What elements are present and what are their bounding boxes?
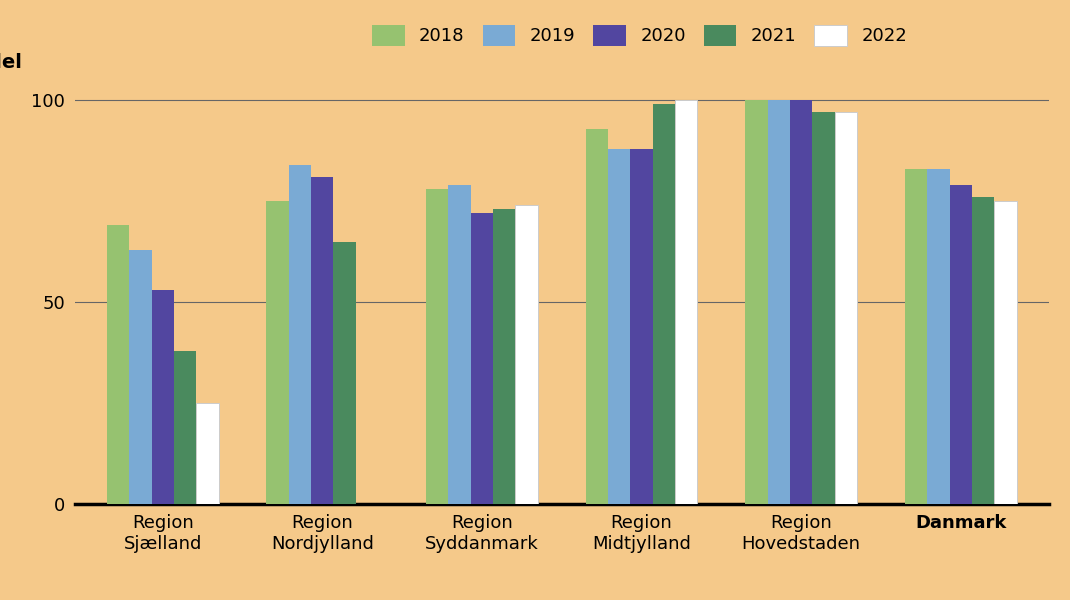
Bar (334, 242, 356, 504)
Bar (107, 226, 129, 504)
Bar (905, 169, 928, 504)
Bar (653, 104, 675, 504)
Bar (812, 112, 835, 504)
Bar (585, 128, 608, 504)
Bar (152, 290, 173, 504)
Bar (767, 100, 790, 504)
Bar (516, 205, 538, 504)
Bar (950, 185, 972, 504)
Bar (289, 165, 311, 504)
Bar (746, 100, 767, 504)
Bar (790, 100, 812, 504)
Bar (675, 100, 698, 504)
Bar (266, 201, 289, 504)
Bar (311, 177, 334, 504)
Bar (835, 112, 857, 504)
Bar (196, 403, 218, 504)
Bar (129, 250, 152, 504)
Bar (630, 149, 653, 504)
Bar (493, 209, 516, 504)
Bar (928, 169, 950, 504)
Bar (448, 185, 471, 504)
Bar (994, 201, 1016, 504)
Bar (471, 214, 493, 504)
Bar (608, 149, 630, 504)
Bar (173, 350, 196, 504)
Bar (972, 197, 994, 504)
Bar (426, 189, 448, 504)
Y-axis label: Andel: Andel (0, 53, 22, 72)
Legend: 2018, 2019, 2020, 2021, 2022: 2018, 2019, 2020, 2021, 2022 (372, 25, 907, 46)
